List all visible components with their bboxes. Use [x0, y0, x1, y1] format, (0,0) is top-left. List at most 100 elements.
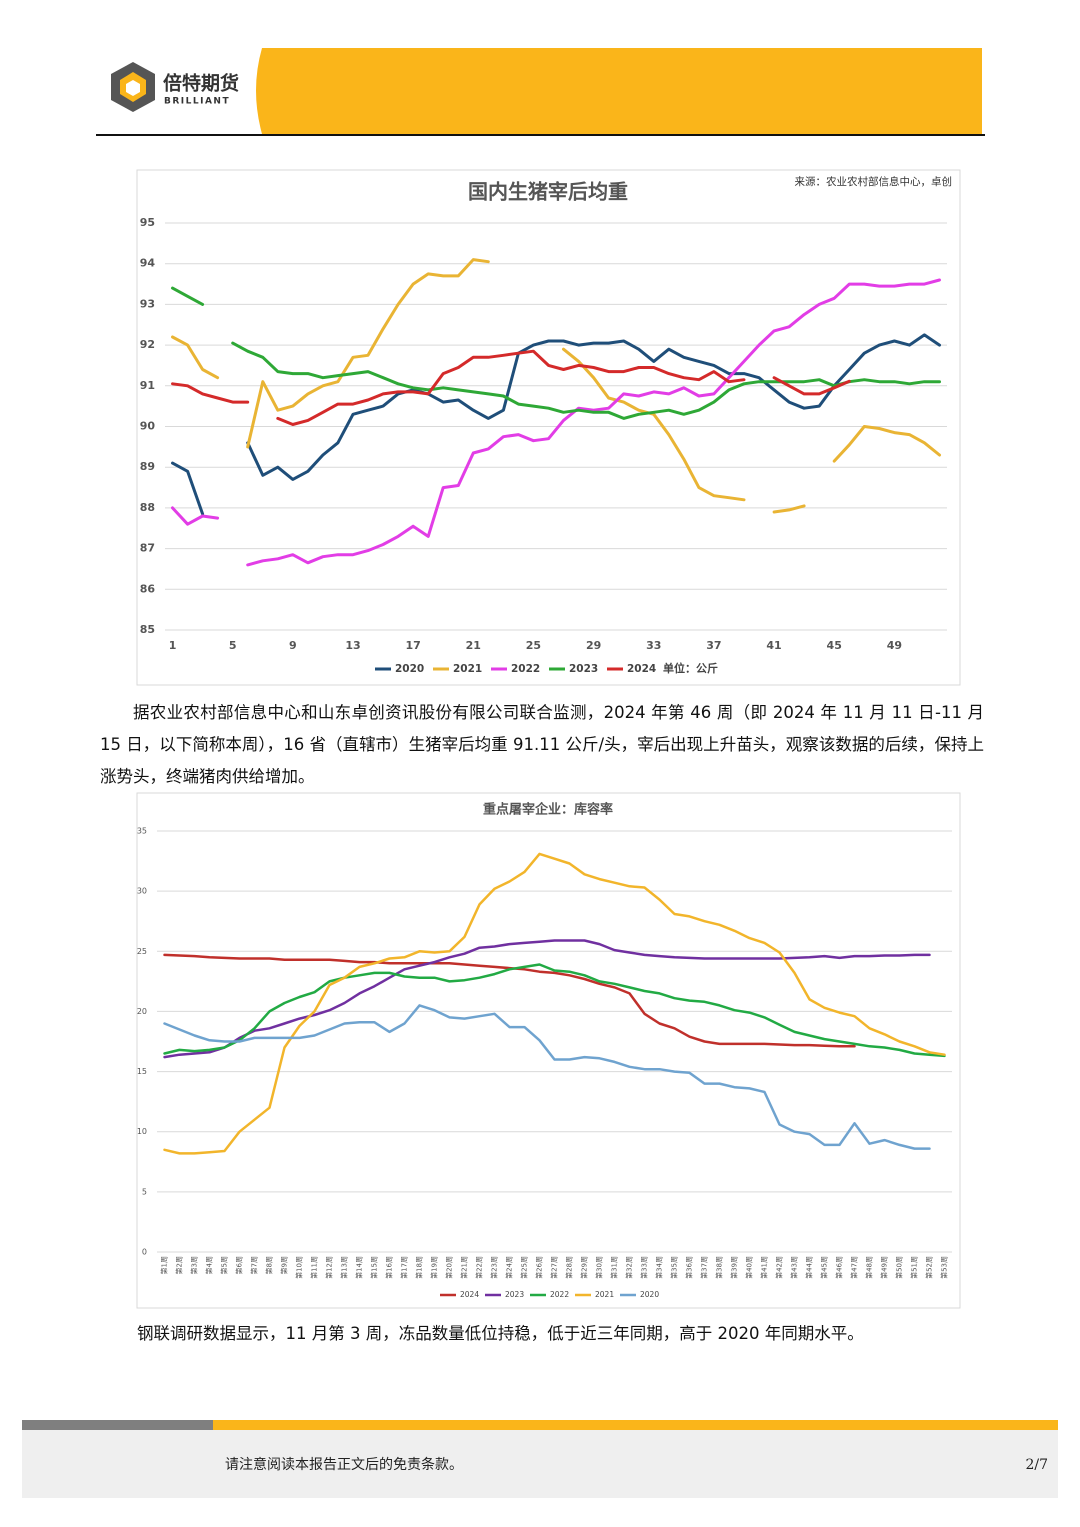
footer-band — [22, 1430, 1058, 1498]
x-tick-label: 第18周 — [415, 1256, 424, 1279]
chart-title: 国内生猪宰后均重 — [468, 180, 628, 204]
x-tick-label: 第48周 — [865, 1256, 874, 1279]
legend-label: 2020 — [640, 1290, 659, 1299]
legend-label: 2024 — [627, 663, 656, 675]
y-tick-label: 20 — [137, 1007, 147, 1016]
x-tick-label: 第14周 — [355, 1256, 364, 1279]
x-tick-label: 第24周 — [505, 1256, 514, 1279]
x-tick-label: 第23周 — [490, 1256, 499, 1279]
x-tick-label: 第8周 — [265, 1256, 274, 1274]
x-tick-label: 第27周 — [550, 1256, 559, 1279]
x-tick-label: 第31周 — [610, 1256, 619, 1279]
series-line — [163, 852, 946, 1155]
x-tick-label: 第40周 — [745, 1256, 754, 1279]
x-tick-label: 17 — [405, 639, 420, 652]
legend-label: 2021 — [595, 1290, 614, 1299]
x-tick-label: 第19周 — [430, 1256, 439, 1279]
x-tick-label: 第29周 — [580, 1256, 589, 1279]
y-tick-label: 91 — [140, 379, 155, 392]
x-tick-label: 第9周 — [280, 1256, 289, 1274]
legend-label: 2021 — [453, 663, 482, 675]
source-note: 来源：农业农村部信息中心，卓创 — [795, 175, 953, 188]
y-tick-label: 90 — [140, 420, 156, 433]
x-tick-label: 33 — [646, 639, 661, 652]
x-tick-label: 第39周 — [730, 1256, 739, 1279]
x-tick-label: 第13周 — [340, 1256, 349, 1279]
y-tick-label: 86 — [140, 582, 156, 595]
x-tick-label: 第35周 — [670, 1256, 679, 1279]
series-line — [171, 286, 941, 420]
x-tick-label: 第10周 — [295, 1256, 304, 1279]
y-tick-label: 89 — [140, 460, 155, 473]
x-tick-label: 第25周 — [520, 1256, 529, 1279]
series-line — [163, 963, 946, 1058]
header: 倍特期货 BRILLIANT — [96, 48, 985, 136]
unit-label: 单位：公斤 — [663, 661, 718, 675]
series-line — [171, 333, 941, 516]
footer: 请注意阅读本报告正文后的免责条款。 2/7 — [22, 1420, 1058, 1498]
y-tick-label: 5 — [142, 1187, 147, 1196]
x-tick-label: 第3周 — [190, 1256, 199, 1274]
x-tick-label: 第49周 — [880, 1256, 889, 1279]
x-tick-label: 第34周 — [655, 1256, 664, 1279]
y-tick-label: 94 — [140, 257, 156, 270]
legend-label: 2020 — [395, 663, 424, 675]
series-line — [163, 1004, 931, 1150]
x-tick-label: 第50周 — [895, 1256, 904, 1279]
paragraph: 钢联调研数据显示，11 月第 3 周，冻品数量低位持稳，低于近三年同期，高于 2… — [137, 1324, 864, 1343]
x-tick-label: 第52周 — [925, 1256, 934, 1279]
y-tick-label: 95 — [140, 216, 155, 229]
x-tick-label: 第4周 — [205, 1256, 214, 1274]
x-tick-label: 第20周 — [445, 1256, 454, 1279]
x-tick-label: 第1周 — [160, 1256, 169, 1274]
logo-icon — [111, 62, 155, 112]
x-tick-label: 第51周 — [910, 1256, 919, 1279]
y-tick-label: 87 — [140, 542, 155, 555]
page-number: 2/7 — [1025, 1457, 1048, 1473]
brand-name-en: BRILLIANT — [164, 97, 230, 107]
x-tick-label: 第2周 — [175, 1256, 184, 1274]
legend-label: 2023 — [505, 1290, 524, 1299]
legend-label: 2022 — [550, 1290, 569, 1299]
legend-label: 2024 — [460, 1290, 479, 1299]
brand-name: 倍特期货 — [163, 72, 239, 95]
y-tick-label: 85 — [140, 623, 155, 636]
chart-frame — [136, 169, 961, 686]
y-tick-label: 92 — [140, 338, 155, 351]
x-tick-label: 29 — [586, 639, 601, 652]
x-tick-label: 41 — [766, 639, 781, 652]
x-tick-label: 第32周 — [625, 1256, 634, 1279]
x-tick-label: 第45周 — [820, 1256, 829, 1279]
y-tick-label: 25 — [137, 947, 147, 956]
weight-chart: 国内生猪宰后均重 来源：农业农村部信息中心，卓创85868788899091929… — [136, 169, 961, 686]
x-tick-label: 第16周 — [385, 1256, 394, 1279]
x-tick-label: 1 — [169, 639, 177, 652]
x-tick-label: 13 — [345, 639, 360, 652]
y-tick-label: 15 — [137, 1067, 147, 1076]
x-tick-label: 第53周 — [940, 1256, 949, 1279]
x-tick-label: 第5周 — [220, 1256, 229, 1274]
y-tick-label: 35 — [137, 827, 147, 836]
legend-label: 2022 — [511, 663, 540, 675]
x-tick-label: 第28周 — [565, 1256, 574, 1279]
x-tick-label: 第22周 — [475, 1256, 484, 1279]
footer-bar-gray — [22, 1420, 213, 1430]
x-tick-label: 第17周 — [400, 1256, 409, 1279]
x-tick-label: 第33周 — [640, 1256, 649, 1279]
legend-label: 2023 — [569, 663, 598, 675]
x-tick-label: 第26周 — [535, 1256, 544, 1279]
x-tick-label: 第42周 — [775, 1256, 784, 1279]
x-tick-label: 第21周 — [460, 1256, 469, 1279]
x-tick-label: 第11周 — [310, 1256, 319, 1279]
chart-title: 重点屠宰企业：库容率 — [483, 802, 613, 818]
y-tick-label: 30 — [137, 887, 147, 896]
storage-chart: 重点屠宰企业：库容率05101520253035第1周 第2周 第3周 第4周 第5周第… — [136, 792, 961, 1309]
x-tick-label: 第36周 — [685, 1256, 694, 1279]
series-line — [163, 939, 931, 1059]
x-tick-label: 25 — [526, 639, 541, 652]
x-tick-label: 第38周 — [715, 1256, 724, 1279]
x-tick-label: 第12周 — [325, 1256, 334, 1279]
x-tick-label: 21 — [466, 639, 481, 652]
x-tick-label: 5 — [229, 639, 237, 652]
